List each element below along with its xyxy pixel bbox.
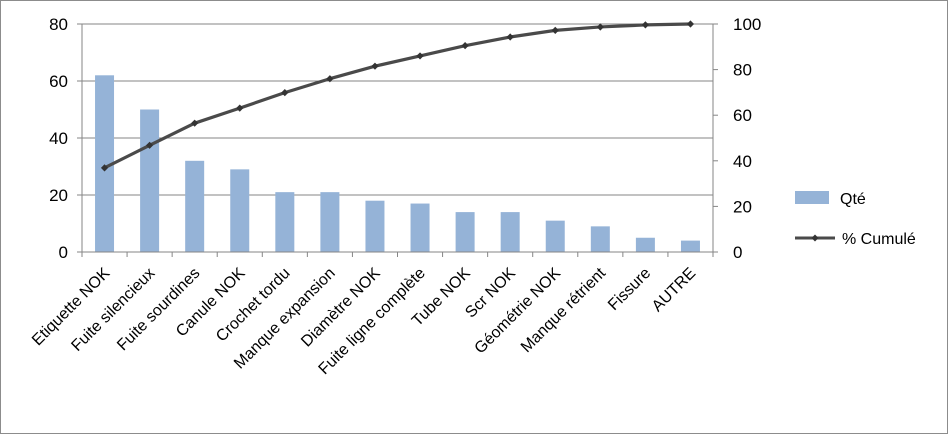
left-tick-label: 0 xyxy=(59,243,68,262)
line-point-marker xyxy=(551,26,559,34)
bar xyxy=(635,237,655,252)
bar xyxy=(455,212,475,252)
line-point-marker xyxy=(146,141,154,149)
cumulative-line-series xyxy=(100,20,695,172)
right-tick-label: 80 xyxy=(733,61,752,80)
line-point-marker xyxy=(506,33,514,41)
right-tick-label: 0 xyxy=(733,243,742,262)
bar xyxy=(680,240,700,252)
right-tick-label: 40 xyxy=(733,152,752,171)
legend: Qté % Cumulé xyxy=(795,191,916,248)
bar xyxy=(185,160,205,252)
legend-label-line: % Cumulé xyxy=(842,231,916,248)
line-point-marker xyxy=(191,119,199,127)
bar xyxy=(230,169,250,252)
bar xyxy=(320,192,340,252)
bar xyxy=(275,192,295,252)
line-point-marker xyxy=(416,52,424,60)
bar xyxy=(410,203,430,252)
bar-series xyxy=(95,75,700,252)
legend-label-bar: Qté xyxy=(840,191,866,208)
bar xyxy=(590,226,610,252)
left-tick-label: 40 xyxy=(49,129,68,148)
line-point-marker xyxy=(236,104,244,112)
bar xyxy=(545,220,565,252)
bar xyxy=(95,75,115,252)
left-tick-label: 60 xyxy=(49,72,68,91)
line-point-marker xyxy=(686,20,695,28)
right-tick-label: 20 xyxy=(733,197,752,216)
right-y-tick-labels: 0 20 40 60 80 100 xyxy=(733,15,761,262)
line-point-marker xyxy=(326,75,334,83)
line-point-marker xyxy=(596,23,604,31)
legend-swatch-marker xyxy=(811,234,819,242)
line-point-marker xyxy=(100,164,109,172)
bar xyxy=(140,109,160,252)
left-y-tick-labels: 0 20 40 60 80 xyxy=(49,15,68,262)
bar xyxy=(365,200,385,252)
bar xyxy=(500,212,520,252)
cumulative-line xyxy=(103,22,691,170)
legend-swatch-bar xyxy=(795,191,829,204)
line-point-marker xyxy=(281,89,289,97)
line-point-marker xyxy=(371,62,379,70)
line-point-marker xyxy=(641,21,649,29)
right-tick-label: 100 xyxy=(733,15,761,34)
line-point-marker xyxy=(461,42,469,50)
right-tick-label: 60 xyxy=(733,106,752,125)
left-tick-label: 20 xyxy=(49,186,68,205)
left-tick-label: 80 xyxy=(49,15,68,34)
